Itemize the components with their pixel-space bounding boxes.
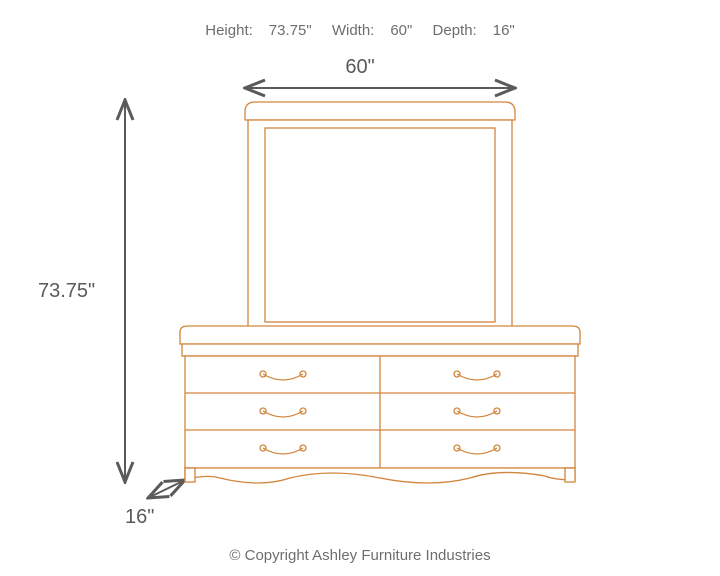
dimension-diagram-svg — [0, 0, 720, 576]
depth-arrow — [148, 480, 185, 498]
mirror — [245, 102, 515, 330]
furniture-drawing — [180, 102, 580, 483]
dresser — [180, 326, 580, 483]
